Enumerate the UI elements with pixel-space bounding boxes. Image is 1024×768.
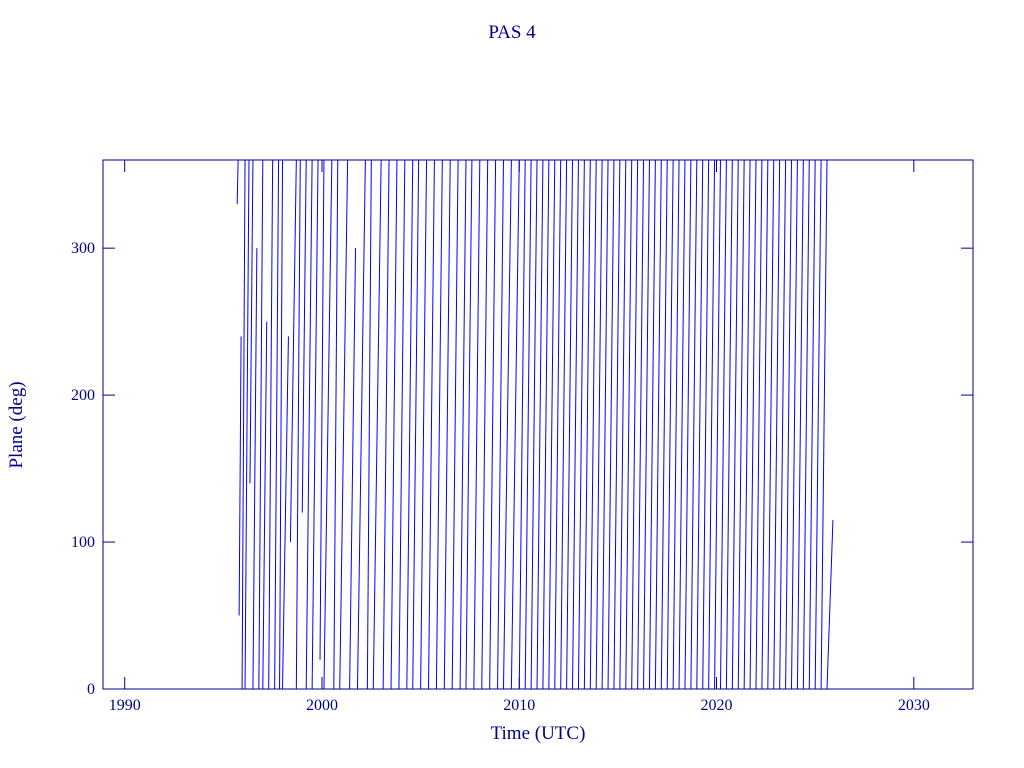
y-tick-label: 100 bbox=[71, 534, 95, 551]
x-tick-label: 2030 bbox=[898, 697, 930, 714]
y-tick-label: 300 bbox=[71, 240, 95, 257]
y-tick-label: 200 bbox=[71, 387, 95, 404]
x-tick-label: 2020 bbox=[701, 697, 733, 714]
x-tick-label: 1990 bbox=[109, 697, 141, 714]
plot-frame bbox=[102, 159, 974, 690]
chart-title: PAS 4 bbox=[488, 22, 536, 43]
x-tick-label: 2010 bbox=[503, 697, 535, 714]
data-line bbox=[236, 159, 834, 690]
x-tick-label: 2000 bbox=[306, 697, 338, 714]
x-axis-label: Time (UTC) bbox=[491, 723, 586, 744]
y-tick-label: 0 bbox=[87, 681, 95, 698]
y-axis-label: Plane (deg) bbox=[6, 381, 27, 468]
